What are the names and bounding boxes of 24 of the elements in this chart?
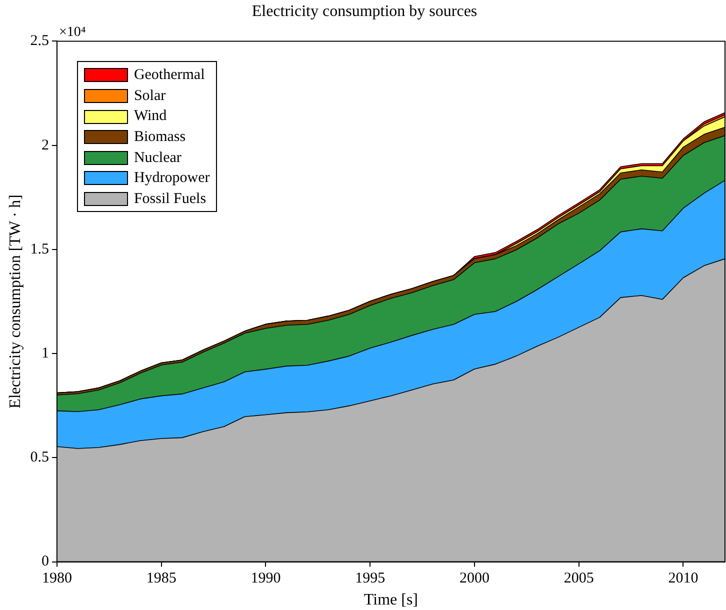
x-tick-label: 1990 [250,570,281,587]
y-tick-label: 1 [41,345,49,362]
x-tick-label: 2005 [564,570,594,587]
text: ×10⁴ [58,24,86,40]
legend-label: Hydropower [134,169,210,188]
legend-label: Solar [134,86,166,106]
legend-label: Geothermal [134,66,205,86]
chart-title: Electricity consumption by sources [252,2,478,20]
legend-label: Biomass [134,128,186,147]
y-tick-label: 0 [41,554,49,570]
legend-label: Wind [134,107,167,126]
x-axis-title: Time [s] [364,592,418,609]
y-tick-label: 2 [41,137,49,154]
legend-label: Nuclear [134,148,182,168]
x-tick-label: 1980 [42,570,72,587]
legend-label: Fossil Fuels [134,190,206,209]
y-tick-label: 0.5 [30,450,49,466]
x-tick-label: 2010 [668,570,698,587]
y-tick-label: 1.5 [30,241,49,258]
x-tick-label: 1985 [146,570,176,587]
y-tick-label: 2.5 [30,33,49,50]
x-tick-label: 2000 [459,570,490,587]
x-tick-label: 1995 [355,570,386,587]
y-axis-title: Electricity consumption [TW · h] [6,194,24,408]
